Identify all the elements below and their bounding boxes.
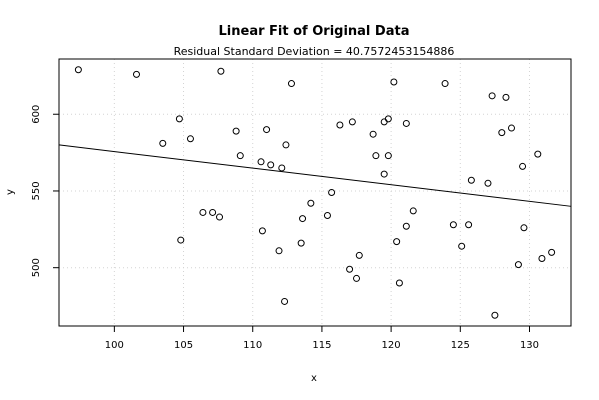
chart-subtitle: Residual Standard Deviation = 40.7572453… — [174, 45, 455, 58]
y-tick-label: 550 — [31, 181, 42, 200]
x-tick-label: 125 — [451, 340, 470, 351]
data-point — [465, 221, 473, 229]
data-point — [267, 161, 275, 169]
x-tick-label: 110 — [243, 340, 262, 351]
data-point — [502, 93, 510, 101]
x-tick-label: 100 — [105, 340, 124, 351]
data-point — [449, 221, 457, 229]
data-point — [498, 129, 506, 137]
fit-line — [58, 144, 572, 207]
data-point — [348, 118, 356, 126]
grid — [59, 59, 571, 326]
data-point — [281, 297, 289, 305]
x-tick-label: 115 — [312, 340, 331, 351]
data-point — [441, 80, 449, 88]
data-point — [287, 80, 295, 88]
data-point — [402, 119, 410, 127]
y-tick-label: 600 — [31, 105, 42, 124]
data-point — [380, 118, 388, 126]
data-point — [346, 265, 354, 273]
data-point — [353, 274, 361, 282]
data-point — [216, 213, 224, 221]
data-point — [395, 279, 403, 287]
data-point — [217, 67, 225, 75]
chart-title: Linear Fit of Original Data — [219, 24, 410, 39]
data-point — [538, 254, 546, 262]
data-point — [507, 124, 515, 132]
data-point — [297, 239, 305, 247]
data-point — [328, 189, 336, 196]
data-point — [484, 179, 492, 187]
data-point — [282, 141, 290, 149]
data-point — [186, 135, 194, 143]
data-point — [380, 170, 388, 178]
x-axis-label: x — [311, 373, 317, 384]
data-point — [488, 92, 496, 100]
data-point — [159, 139, 167, 147]
data-point — [514, 261, 522, 269]
data-point — [519, 162, 527, 170]
data-point — [232, 127, 240, 135]
data-point — [372, 152, 380, 160]
y-tick-label: 500 — [31, 258, 42, 277]
data-point — [384, 152, 392, 160]
data-point — [409, 207, 417, 215]
x-tick-label: 105 — [174, 340, 193, 351]
data-point — [209, 208, 217, 216]
data-point — [307, 199, 315, 207]
data-point — [175, 115, 183, 123]
axis-ticks: 100 105 110 115 120 125 130 500 550 600 — [31, 105, 539, 351]
data-point — [263, 126, 271, 134]
data-point — [520, 224, 528, 232]
data-point — [390, 78, 398, 86]
data-points — [74, 66, 556, 319]
data-point — [299, 215, 307, 223]
data-point — [402, 222, 410, 230]
y-axis-label: y — [5, 189, 16, 195]
data-point — [257, 158, 265, 166]
data-point — [369, 130, 377, 138]
data-point — [199, 208, 207, 216]
data-point — [275, 247, 283, 255]
x-tick-label: 130 — [520, 340, 539, 351]
data-point — [132, 70, 140, 78]
data-point — [467, 176, 475, 184]
data-point — [458, 242, 466, 250]
fit-line-group — [58, 144, 572, 207]
data-point — [177, 236, 185, 244]
data-point — [384, 115, 392, 123]
data-point — [548, 248, 556, 256]
data-point — [355, 251, 363, 259]
data-point — [336, 121, 344, 129]
data-point — [278, 164, 286, 172]
data-point — [393, 238, 401, 246]
data-point — [534, 150, 542, 158]
data-point — [323, 212, 331, 220]
data-point — [258, 227, 266, 235]
data-point — [491, 311, 499, 319]
plot-area — [58, 58, 572, 327]
x-tick-label: 120 — [382, 340, 401, 351]
data-point — [236, 152, 244, 160]
data-point — [74, 66, 82, 74]
